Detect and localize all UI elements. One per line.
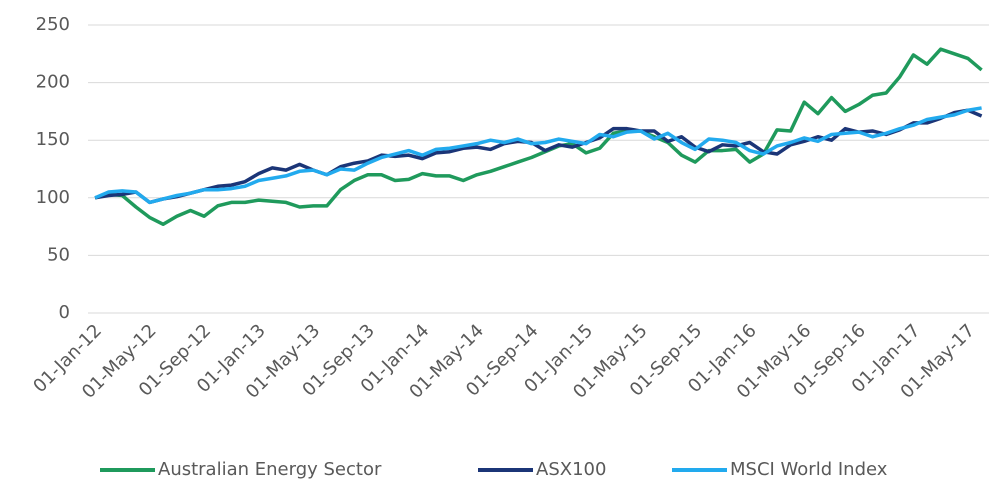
series-line: [94, 47, 983, 227]
y-tick-label: 250: [36, 14, 70, 35]
y-tick-label: 50: [47, 244, 70, 265]
series-line: [94, 108, 983, 205]
legend-label: Australian Energy Sector: [158, 459, 382, 480]
y-tick-label: 100: [36, 187, 70, 208]
y-tick-label: 150: [36, 129, 70, 150]
series-line: [94, 106, 982, 205]
y-tick-label: 200: [36, 72, 70, 93]
y-tick-label: 0: [59, 302, 70, 323]
legend-label: ASX100: [536, 459, 606, 480]
legend-label: MSCI World Index: [730, 459, 888, 480]
